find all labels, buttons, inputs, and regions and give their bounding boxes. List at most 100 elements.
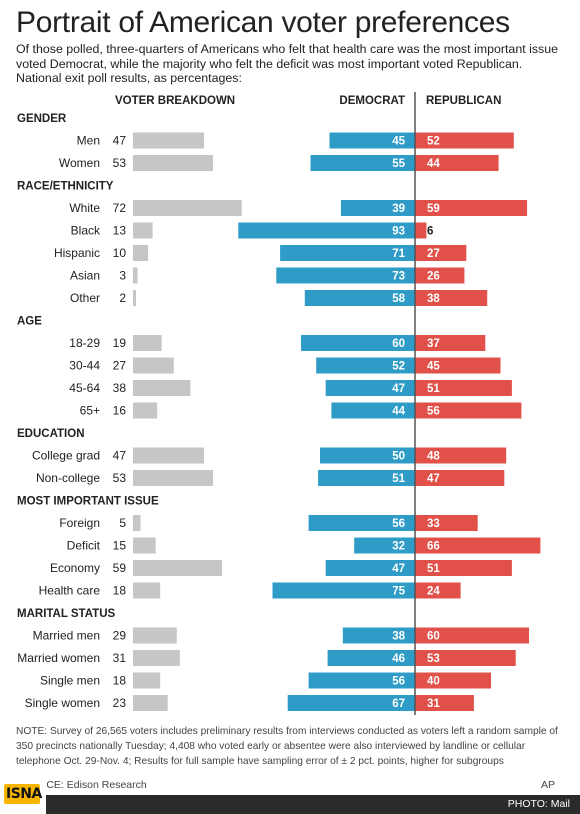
republican-value: 52 (427, 136, 440, 148)
democrat-bar (308, 672, 415, 689)
breakdown-value: 15 (113, 539, 127, 553)
democrat-value: 56 (392, 518, 405, 530)
breakdown-bar (133, 672, 161, 689)
democrat-bar (329, 132, 415, 149)
header-democrat: DEMOCRAT (339, 95, 405, 107)
republican-value: 33 (427, 518, 440, 530)
democrat-bar (325, 380, 415, 396)
breakdown-bar (133, 357, 174, 374)
breakdown-value: 3 (119, 269, 126, 283)
republican-bar (415, 155, 499, 171)
democrat-value: 47 (392, 563, 405, 575)
row-label: Economy (50, 561, 100, 575)
republican-bar (415, 132, 514, 149)
republican-value: 51 (427, 383, 440, 395)
republican-value: 60 (427, 631, 440, 643)
democrat-bar (276, 267, 415, 284)
republican-value: 6 (427, 226, 433, 238)
democrat-bar (342, 627, 415, 644)
chart-subtitle: Of those polled, three-quarters of Ameri… (16, 42, 559, 86)
republican-bar (415, 672, 491, 689)
breakdown-bar (133, 155, 214, 171)
breakdown-bar (133, 515, 141, 531)
breakdown-value: 47 (113, 134, 127, 148)
photo-credit: PHOTO: Mail (507, 798, 570, 810)
democrat-value: 44 (392, 406, 405, 418)
source-text: SOURCE: Edison Research (16, 779, 147, 791)
breakdown-bar (133, 222, 153, 239)
breakdown-bar (133, 132, 204, 149)
isna-logo-badge (4, 784, 40, 804)
row-label: Single men (40, 674, 100, 688)
row-label: 45-64 (69, 381, 100, 395)
breakdown-value: 38 (113, 381, 127, 395)
breakdown-value: 18 (113, 584, 127, 598)
row-label: 30-44 (69, 359, 100, 373)
democrat-bar (238, 222, 415, 239)
republican-value: 66 (427, 541, 440, 553)
row-label: Other (70, 291, 100, 305)
democrat-value: 32 (392, 541, 405, 553)
democrat-value: 50 (392, 451, 405, 463)
row-label: Health care (39, 584, 101, 598)
democrat-bar (310, 155, 415, 171)
group-label: GENDER (17, 113, 67, 125)
republican-value: 47 (427, 473, 440, 485)
republican-bar (415, 200, 528, 216)
republican-bar (415, 470, 505, 486)
group-label: EDUCATION (17, 428, 85, 440)
republican-bar (415, 357, 501, 374)
breakdown-value: 18 (113, 674, 127, 688)
breakdown-bar (133, 290, 137, 306)
republican-bar (415, 582, 461, 599)
republican-bar (415, 267, 465, 284)
row-label: Single women (25, 696, 100, 710)
democrat-bar (354, 537, 415, 554)
republican-value: 26 (427, 271, 440, 283)
breakdown-bar (133, 402, 158, 419)
row-label: Non-college (36, 471, 100, 485)
republican-value: 37 (427, 338, 440, 350)
breakdown-value: 23 (113, 696, 127, 710)
democrat-value: 46 (392, 653, 405, 665)
group-label: AGE (17, 316, 42, 328)
republican-value: 38 (427, 293, 440, 305)
democrat-bar (308, 515, 415, 531)
breakdown-bar (133, 560, 223, 576)
row-label: Asian (70, 269, 100, 283)
democrat-value: 58 (392, 293, 405, 305)
note-text: NOTE: Survey of 26,565 voters includes p… (16, 726, 558, 767)
democrat-value: 38 (392, 631, 405, 643)
democrat-bar (325, 560, 415, 576)
republican-bar (415, 695, 474, 711)
democrat-value: 55 (392, 158, 405, 170)
democrat-value: 51 (392, 473, 405, 485)
republican-bar (415, 290, 488, 306)
republican-bar (415, 537, 541, 554)
republican-value: 59 (427, 203, 440, 215)
democrat-bar (316, 357, 415, 374)
republican-bar (415, 245, 467, 261)
democrat-bar (304, 290, 415, 306)
breakdown-bar (133, 537, 156, 554)
democrat-value: 73 (392, 271, 405, 283)
democrat-value: 71 (392, 248, 405, 260)
democrat-value: 93 (392, 226, 405, 238)
row-label: Black (71, 224, 101, 238)
breakdown-value: 31 (113, 651, 127, 665)
democrat-bar (272, 582, 415, 599)
group-label: MOST IMPORTANT ISSUE (17, 496, 159, 508)
breakdown-value: 53 (113, 156, 127, 170)
democrat-value: 47 (392, 383, 405, 395)
ap-credit: AP (541, 779, 556, 791)
republican-value: 40 (427, 676, 440, 688)
democrat-bar (280, 245, 415, 261)
breakdown-bar (133, 470, 214, 486)
democrat-bar (331, 402, 415, 419)
democrat-bar (327, 650, 415, 666)
header-voter-breakdown: VOTER BREAKDOWN (115, 95, 235, 107)
row-label: College grad (32, 449, 100, 463)
democrat-value: 39 (392, 203, 405, 215)
breakdown-value: 2 (119, 291, 126, 305)
